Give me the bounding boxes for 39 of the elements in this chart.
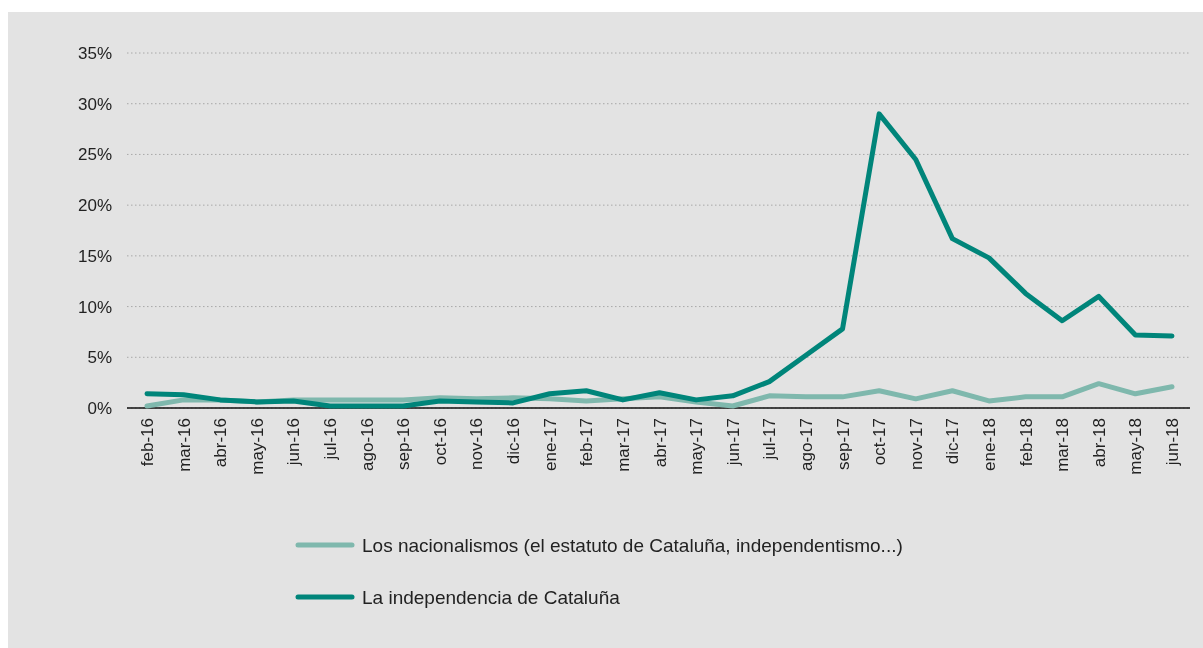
y-tick-label: 25% [77,145,112,165]
x-tick-label: jul-17 [760,418,780,461]
x-tick-label: may-18 [1126,418,1146,475]
x-tick-label: mar-16 [174,418,194,472]
x-tick-label: jun-18 [1163,418,1182,467]
x-tick-label: feb-16 [138,418,157,467]
y-tick-label: 30% [77,94,112,114]
x-tick-label: nov-16 [467,418,487,470]
x-tick-label: sep-17 [833,418,853,470]
x-tick-label: abr-17 [650,418,670,468]
x-tick-label: may-17 [687,418,707,475]
y-tick-label: 15% [77,246,112,266]
y-tick-label: 0% [87,398,112,418]
legend-label: Los nacionalismos (el estatuto de Cataluña, independentismo...) [362,534,903,556]
x-tick-label: feb-18 [1016,418,1036,467]
x-tick-label: mar-17 [613,418,633,472]
x-tick-label: dic-16 [504,418,524,465]
x-tick-label: abr-18 [1089,418,1109,468]
x-tick-label: may-16 [247,418,267,475]
x-tick-label: ene-17 [540,418,560,471]
x-tick-label: oct-17 [870,418,890,466]
x-tick-label: jul-16 [321,418,341,461]
x-tick-label: jun-17 [723,418,743,467]
x-tick-label: jun-16 [284,418,304,467]
y-tick-label: 10% [77,297,112,317]
x-tick-label: ago-16 [357,418,377,471]
y-tick-label: 5% [87,348,112,368]
y-tick-label: 20% [77,196,112,216]
x-tick-label: mar-18 [1053,418,1073,472]
x-tick-label: feb-17 [577,418,597,467]
x-tick-label: nov-17 [906,418,926,470]
x-tick-label: oct-16 [430,418,450,466]
x-tick-label: ene-18 [979,418,999,471]
x-tick-label: dic-17 [943,418,963,465]
x-tick-label: ago-17 [796,418,816,471]
x-tick-label: sep-16 [394,418,414,470]
x-tick-label: abr-16 [211,418,231,468]
y-tick-label: 35% [77,43,112,63]
legend-label: La independencia de Cataluña [362,586,621,608]
